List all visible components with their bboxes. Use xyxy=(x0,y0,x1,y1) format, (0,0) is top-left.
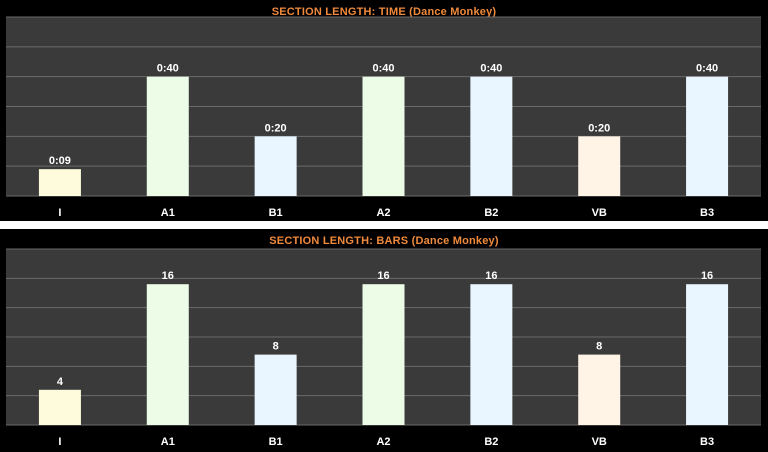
bars-bar-vb xyxy=(578,354,621,425)
bars-value-label: 16 xyxy=(377,270,389,282)
bars-category-label: A1 xyxy=(161,436,175,448)
time-bar-b2 xyxy=(470,76,513,196)
time-value-label: 0:09 xyxy=(49,155,71,167)
bars-bar-i xyxy=(38,389,81,425)
bars-bar-chart: 4 I 16 A1 8 B1 16 A2 16 B2 8 VB 16 B3 xyxy=(6,248,761,448)
time-category-label: B3 xyxy=(700,207,714,219)
bars-chart-title: SECTION LENGTH: BARS (Dance Monkey) xyxy=(269,235,499,247)
bars-value-label: 16 xyxy=(485,270,497,282)
bars-chart-panel: SECTION LENGTH: BARS (Dance Monkey) 4 I 16… xyxy=(0,229,768,452)
time-bar-a2 xyxy=(362,76,405,196)
bars-value-label: 8 xyxy=(273,341,279,353)
time-category-label: A1 xyxy=(161,207,175,219)
time-value-label: 0:40 xyxy=(480,63,502,75)
time-value-label: 0:40 xyxy=(696,63,718,75)
time-bar-b3 xyxy=(686,76,729,196)
time-value-label: 0:40 xyxy=(372,63,394,75)
bars-bar-b2 xyxy=(470,284,513,425)
bars-value-label: 16 xyxy=(701,270,713,282)
bars-value-label: 8 xyxy=(596,341,602,353)
time-value-label: 0:40 xyxy=(157,63,179,75)
time-category-label: VB xyxy=(592,207,607,219)
time-category-label: A2 xyxy=(376,207,390,219)
bars-value-label: 16 xyxy=(162,270,174,282)
time-category-label: B2 xyxy=(484,207,498,219)
bars-category-label: B3 xyxy=(700,436,714,448)
bars-category-label: B1 xyxy=(269,436,283,448)
time-bar-a1 xyxy=(146,76,189,196)
bars-category-label: A2 xyxy=(376,436,390,448)
time-bar-chart: 0:09 I 0:40 A1 0:20 B1 0:40 A2 0:40 B2 0:20 VB 0:40 B… xyxy=(6,16,761,219)
time-bar-i xyxy=(38,169,81,196)
bars-bar-a1 xyxy=(146,284,189,425)
bars-category-label: I xyxy=(58,436,61,448)
time-category-label: I xyxy=(58,207,61,219)
time-bar-b1 xyxy=(254,136,297,196)
time-chart-title: SECTION LENGTH: TIME (Dance Monkey) xyxy=(271,6,497,18)
time-chart-panel: SECTION LENGTH: TIME (Dance Monkey) 0:09… xyxy=(0,0,768,221)
bars-bar-a2 xyxy=(362,284,405,425)
bars-category-label: VB xyxy=(592,436,607,448)
bars-bar-b1 xyxy=(254,354,297,425)
time-category-label: B1 xyxy=(269,207,283,219)
bars-category-label: B2 xyxy=(484,436,498,448)
bars-bar-b3 xyxy=(686,284,729,425)
bars-value-label: 4 xyxy=(57,376,64,388)
time-bar-vb xyxy=(578,136,621,196)
time-value-label: 0:20 xyxy=(265,122,287,134)
time-value-label: 0:20 xyxy=(588,122,610,134)
